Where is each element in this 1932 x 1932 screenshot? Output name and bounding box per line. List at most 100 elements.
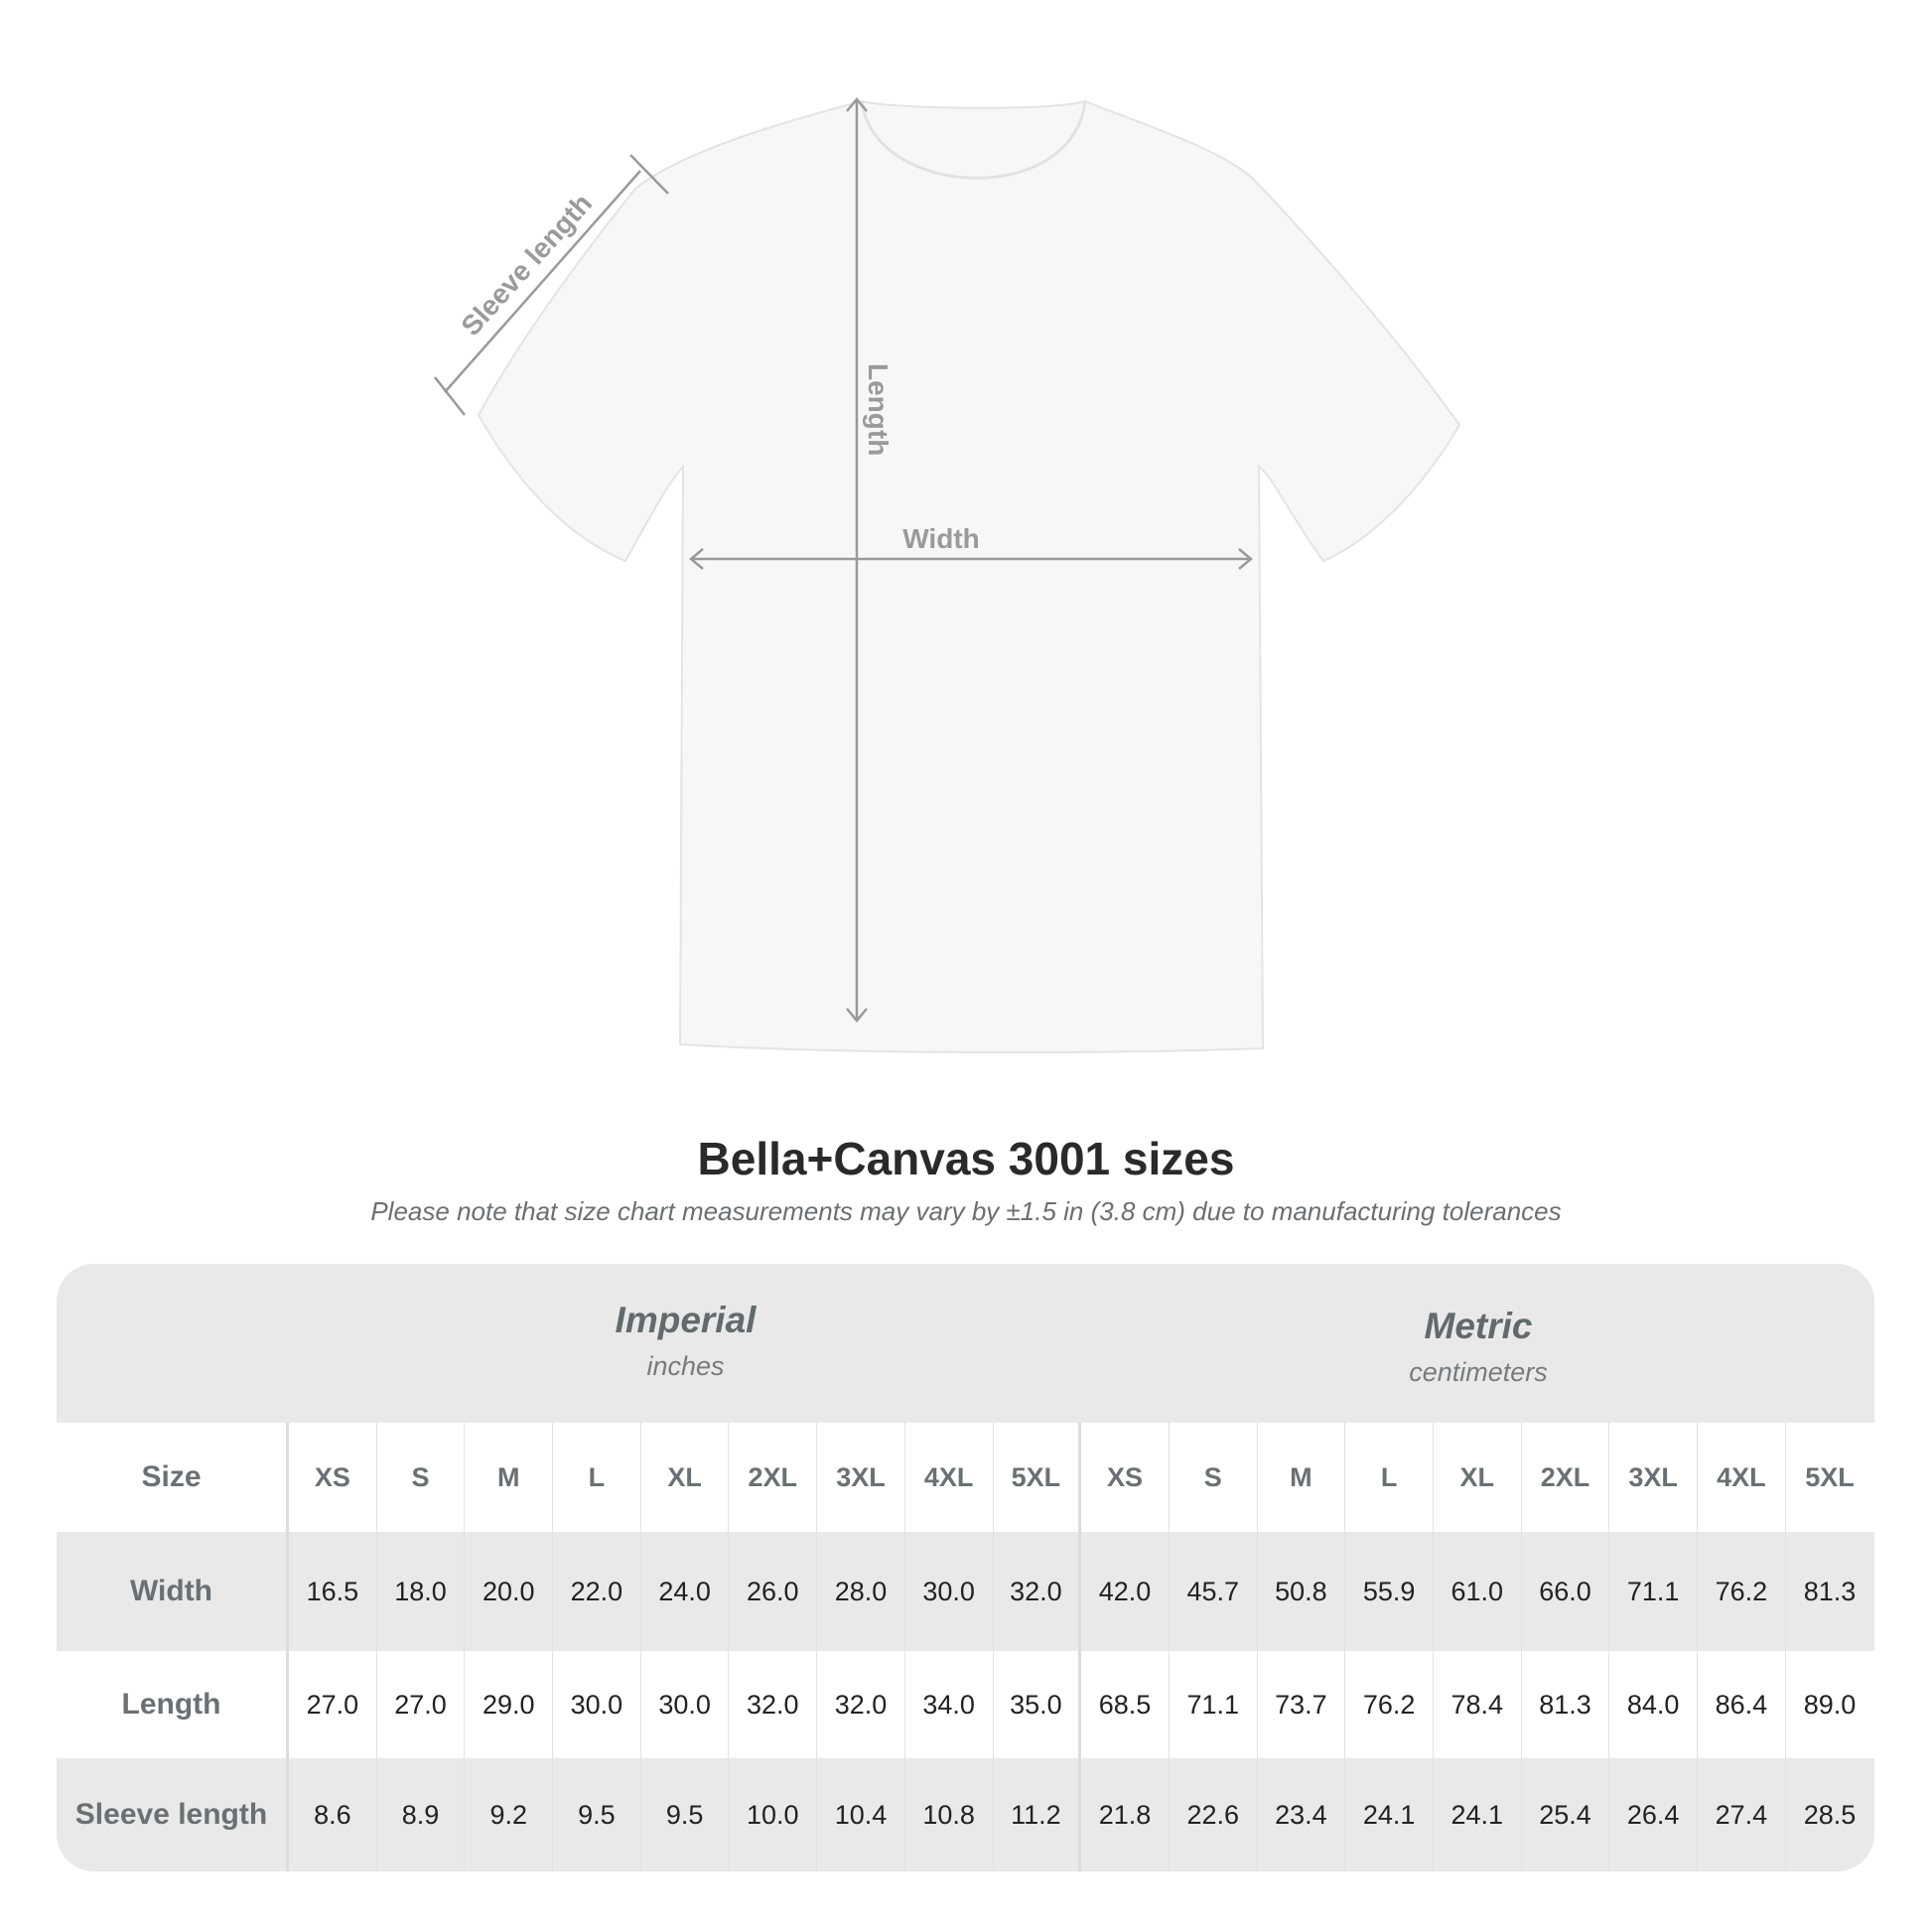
value-cell: 27.4 [1698, 1758, 1786, 1871]
value-cell: 9.2 [465, 1758, 554, 1871]
size-header-cell: M [1258, 1423, 1346, 1532]
value-cell: 8.9 [377, 1758, 466, 1871]
value-cell: 32.0 [817, 1651, 905, 1758]
row-label: Length [57, 1651, 289, 1758]
size-header-cell: XL [641, 1423, 730, 1532]
value-cell: 71.1 [1170, 1651, 1258, 1758]
length-arrow-head-bottom [846, 1008, 868, 1023]
value-cell: 24.0 [641, 1532, 730, 1651]
size-table: Imperial inches Metric centimeters Size X… [57, 1264, 1874, 1871]
value-cell: 23.4 [1258, 1758, 1346, 1871]
value-cell: 10.0 [729, 1758, 818, 1871]
value-cell: 27.0 [289, 1651, 377, 1758]
size-label: Size [57, 1423, 289, 1532]
page-title: Bella+Canvas 3001 sizes [697, 1133, 1235, 1184]
size-header-cell: 5XL [994, 1423, 1082, 1532]
size-header-cell: 3XL [1609, 1423, 1698, 1532]
size-header-cell: XS [289, 1423, 377, 1532]
value-cell: 30.0 [905, 1532, 994, 1651]
value-cell: 10.8 [905, 1758, 994, 1871]
value-cell: 89.0 [1803, 1689, 1857, 1720]
size-header-cell: L [553, 1423, 641, 1532]
value-cell: 55.9 [1345, 1532, 1434, 1651]
size-header-cell: XL [1434, 1423, 1522, 1532]
value-cell: 78.4 [1434, 1651, 1522, 1758]
value-cell: 26.0 [729, 1532, 818, 1651]
metric-title: Metric [1424, 1306, 1533, 1346]
value-cell: 81.3 [1522, 1651, 1610, 1758]
value-cell: 21.8 [1081, 1758, 1170, 1871]
value-cell: 76.2 [1345, 1651, 1434, 1758]
tolerance-note: Please note that size chart measurements… [370, 1196, 1562, 1226]
size-header-cell: L [1345, 1423, 1434, 1532]
size-header-cell: 5XL [1805, 1461, 1855, 1492]
sleeve-arrow-cap-left [434, 376, 466, 416]
imperial-title: Imperial [615, 1300, 757, 1340]
value-cell: 25.4 [1522, 1758, 1610, 1871]
metric-header: Metric centimeters [1082, 1306, 1874, 1388]
sleeve-arrow [444, 170, 641, 393]
width-arrow-head-left [689, 548, 704, 570]
value-cell: 71.1 [1609, 1532, 1698, 1651]
value-cell: 26.4 [1609, 1758, 1698, 1871]
value-cell: 20.0 [465, 1532, 554, 1651]
value-cell: 50.8 [1258, 1532, 1346, 1651]
tshirt-collar [860, 100, 1087, 180]
value-cell: 32.0 [994, 1532, 1082, 1651]
width-label: Width [902, 523, 980, 554]
metric-unit: centimeters [1409, 1357, 1548, 1387]
table-row: Width 16.5 18.0 20.0 22.0 24.0 26.0 28.0 30.0 32.… [57, 1532, 1874, 1651]
value-cell: 86.4 [1698, 1651, 1786, 1758]
tshirt-image [477, 99, 1461, 1054]
value-cell: 29.0 [465, 1651, 554, 1758]
value-cell: 84.0 [1609, 1651, 1698, 1758]
value-cell: 45.7 [1170, 1532, 1258, 1651]
size-header-cell: M [465, 1423, 554, 1532]
value-cell: 24.1 [1345, 1758, 1434, 1871]
value-cell: 24.1 [1434, 1758, 1522, 1871]
value-cell: 27.0 [377, 1651, 466, 1758]
value-cell: 22.0 [553, 1532, 641, 1651]
size-header-cell: 4XL [905, 1423, 994, 1532]
value-cell: 42.0 [1081, 1532, 1170, 1651]
row-label: Width [57, 1532, 289, 1651]
value-cell: 11.2 [994, 1758, 1082, 1871]
length-arrow-head-top [846, 97, 868, 112]
tshirt-diagram: Sleeve length Length Width [434, 97, 1461, 1054]
value-cell: 28.0 [817, 1532, 905, 1651]
value-cell: 18.0 [377, 1532, 466, 1651]
value-cell: 16.5 [289, 1532, 377, 1651]
size-header-cell: S [377, 1423, 466, 1532]
value-cell: 34.0 [905, 1651, 994, 1758]
size-header-cell: XS [1081, 1423, 1170, 1532]
value-cell: 76.2 [1698, 1532, 1786, 1651]
value-cell: 22.6 [1170, 1758, 1258, 1871]
size-header-cell: 3XL [817, 1423, 905, 1532]
value-cell: 28.5 [1803, 1799, 1857, 1830]
length-label: Length [863, 363, 894, 456]
row-label: Sleeve length [57, 1758, 289, 1871]
imperial-header: Imperial inches [289, 1300, 1082, 1382]
imperial-unit: inches [646, 1351, 725, 1381]
size-header-cell: S [1170, 1423, 1258, 1532]
size-header-cell: 2XL [729, 1423, 818, 1532]
value-cell: 68.5 [1081, 1651, 1170, 1758]
value-cell: 30.0 [641, 1651, 730, 1758]
sleeve-arrow-cap-right [629, 154, 669, 195]
value-cell: 73.7 [1258, 1651, 1346, 1758]
value-cell: 61.0 [1434, 1532, 1522, 1651]
value-cell: 32.0 [729, 1651, 818, 1758]
value-cell: 66.0 [1522, 1532, 1610, 1651]
table-row: Length 27.0 27.0 29.0 30.0 30.0 32.0 32.0 34.0 35… [57, 1651, 1874, 1758]
value-cell: 30.0 [553, 1651, 641, 1758]
width-arrow-head-right [1238, 548, 1253, 570]
size-header-cell: 4XL [1698, 1423, 1786, 1532]
unit-header-band [57, 1264, 1874, 1423]
size-header-row: Size XS S M L XL 2XL 3XL 4XL 5XL XS S M L XL 2XL 3XL 4XL 5… [57, 1423, 1874, 1532]
table-row: Sleeve length 8.6 8.9 9.2 9.5 9.5 10.0 10.4 10.8… [57, 1758, 1874, 1871]
size-header-cell: 2XL [1522, 1423, 1610, 1532]
value-cell: 35.0 [994, 1651, 1082, 1758]
value-cell: 81.3 [1803, 1576, 1857, 1606]
value-cell: 9.5 [641, 1758, 730, 1871]
value-cell: 10.4 [817, 1758, 905, 1871]
